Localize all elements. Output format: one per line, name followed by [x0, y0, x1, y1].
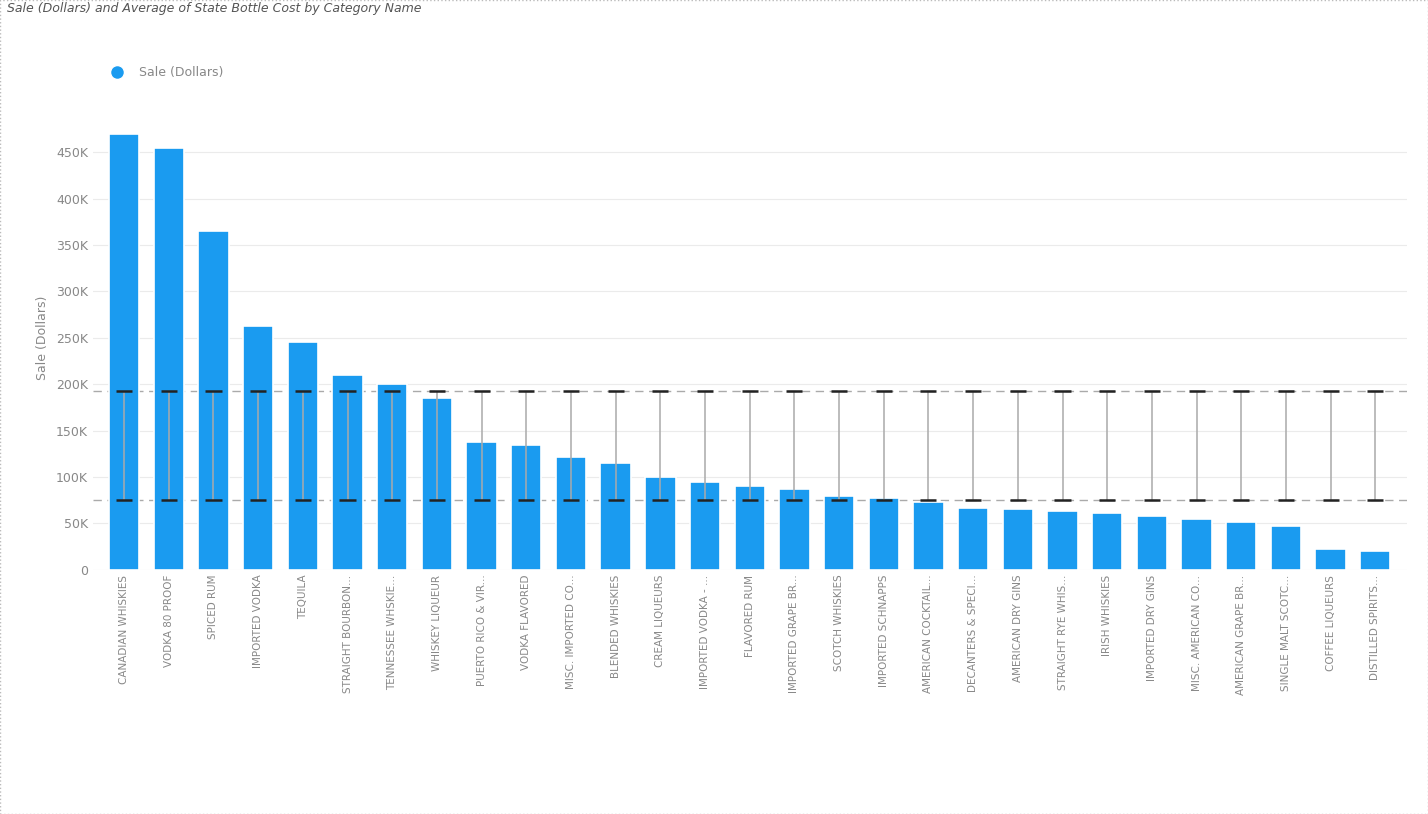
Bar [1092, 513, 1122, 570]
Bar [734, 486, 765, 570]
Bar [421, 398, 453, 570]
Bar [1359, 551, 1391, 570]
Bar [109, 133, 140, 570]
Bar [645, 477, 675, 570]
Bar [958, 508, 988, 570]
Bar [1271, 526, 1301, 570]
Bar [1181, 519, 1212, 570]
Text: Sale (Dollars) and Average of State Bottle Cost by Category Name: Sale (Dollars) and Average of State Bott… [7, 2, 421, 15]
Bar [914, 502, 944, 570]
Bar [287, 343, 318, 570]
Bar [1002, 510, 1032, 570]
Bar [243, 326, 273, 570]
Bar [1047, 511, 1078, 570]
Bar [154, 147, 184, 570]
Bar [555, 457, 585, 570]
Y-axis label: Sale (Dollars): Sale (Dollars) [36, 295, 49, 380]
Bar [600, 463, 631, 570]
Bar [1137, 516, 1167, 570]
Bar [377, 384, 407, 570]
Bar [780, 489, 810, 570]
Bar [690, 482, 720, 570]
Bar [198, 231, 228, 570]
Bar [1315, 549, 1345, 570]
Bar [467, 442, 497, 570]
Bar [511, 444, 541, 570]
Bar [824, 496, 854, 570]
Bar [868, 498, 900, 570]
Legend: Sale (Dollars): Sale (Dollars) [99, 61, 228, 84]
Bar [333, 375, 363, 570]
Bar [1227, 522, 1257, 570]
